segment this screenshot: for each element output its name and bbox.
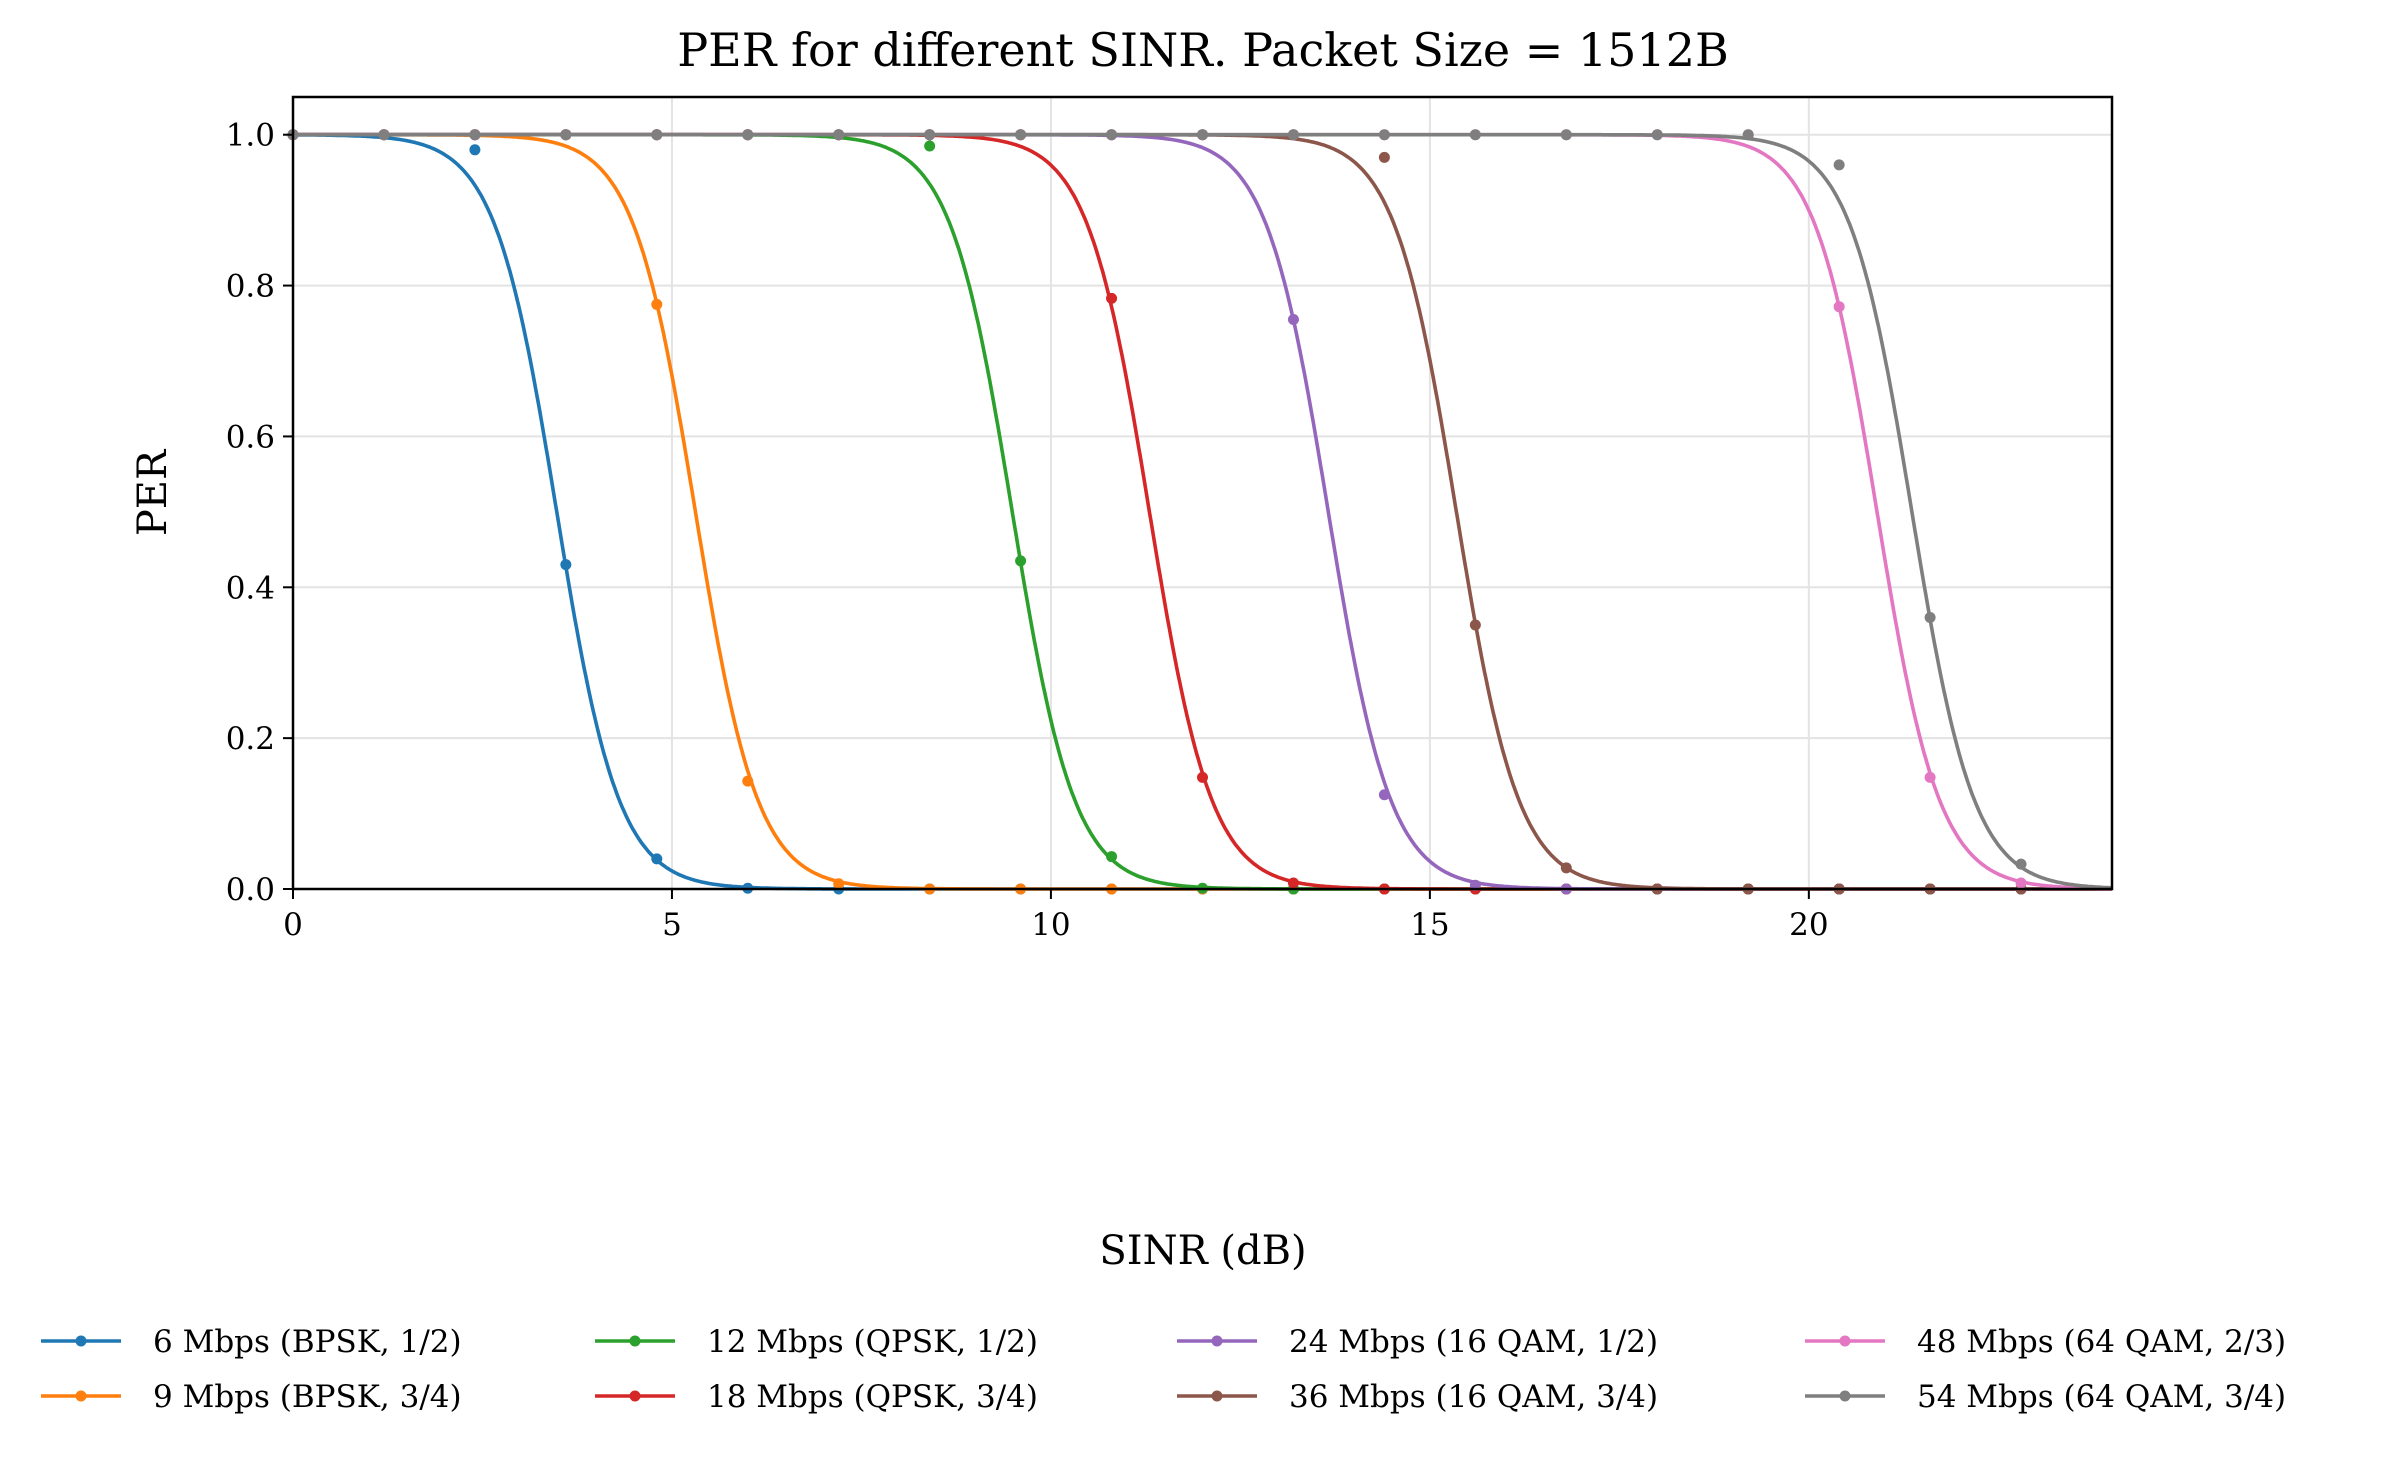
data-point <box>742 129 754 141</box>
legend-marker <box>1839 1335 1851 1347</box>
plot-area <box>287 129 2113 895</box>
legend-entry: 54 Mbps (64 QAM, 3/4) <box>1805 1379 2286 1415</box>
data-point <box>1197 129 1208 141</box>
data-point <box>924 129 936 141</box>
legend-label: 9 Mbps (BPSK, 3/4) <box>153 1379 462 1415</box>
data-point <box>2015 858 2027 870</box>
data-point <box>742 775 754 787</box>
data-point <box>833 878 845 890</box>
x-tick-label: 20 <box>1789 907 1828 943</box>
y-tick-label: 0.0 <box>226 872 275 908</box>
data-point <box>1287 877 1299 889</box>
x-tick-label: 15 <box>1410 907 1449 943</box>
legend-entry: 12 Mbps (QPSK, 1/2) <box>595 1324 1038 1360</box>
data-point <box>1197 771 1208 783</box>
data-point <box>1833 301 1845 313</box>
series-3 <box>287 129 2112 895</box>
legend-entry: 18 Mbps (QPSK, 3/4) <box>595 1379 1038 1415</box>
data-point <box>1560 862 1572 874</box>
legend-marker <box>1211 1335 1223 1347</box>
data-point <box>1106 292 1118 304</box>
data-point <box>1924 611 1936 623</box>
y-tick-label: 0.8 <box>226 269 275 305</box>
legend-label: 54 Mbps (64 QAM, 3/4) <box>1917 1379 2286 1415</box>
data-point <box>560 129 572 141</box>
data-point <box>1378 151 1390 163</box>
data-point <box>469 144 481 156</box>
data-point <box>1560 129 1572 141</box>
data-point <box>1469 129 1481 141</box>
data-point <box>651 853 663 865</box>
data-point <box>1469 619 1481 631</box>
y-axis-label: PER <box>130 448 176 536</box>
data-point <box>560 559 572 571</box>
data-point <box>378 129 390 141</box>
legend-entry: 24 Mbps (16 QAM, 1/2) <box>1177 1324 1658 1360</box>
data-point <box>1833 159 1845 171</box>
data-point <box>1015 555 1027 567</box>
y-tick-label: 0.6 <box>226 419 275 455</box>
legend-label: 48 Mbps (64 QAM, 2/3) <box>1917 1324 2286 1360</box>
legend-entry: 36 Mbps (16 QAM, 3/4) <box>1177 1379 1658 1415</box>
y-tick-label: 0.4 <box>226 570 275 606</box>
legend-label: 36 Mbps (16 QAM, 3/4) <box>1289 1379 1658 1415</box>
chart-title: PER for different SINR. Packet Size = 15… <box>677 23 1729 77</box>
data-point <box>1015 129 1027 141</box>
data-point <box>1924 771 1936 783</box>
data-point <box>1106 129 1118 141</box>
data-point <box>2015 877 2027 889</box>
legend: 6 Mbps (BPSK, 1/2) 9 Mbps (BPSK, 3/4) 12 M… <box>41 1324 2286 1415</box>
data-point <box>924 140 936 152</box>
legend-label: 12 Mbps (QPSK, 1/2) <box>707 1324 1038 1360</box>
y-tick-label: 1.0 <box>226 118 275 154</box>
data-point <box>651 129 663 141</box>
axis-ticks: 0 5 10 15 20 0.0 0.2 0.4 0.6 0.8 1.0 <box>226 118 1829 943</box>
data-point <box>1106 851 1118 863</box>
legend-marker <box>75 1390 87 1402</box>
data-point <box>1651 129 1663 141</box>
data-point <box>1378 789 1390 801</box>
legend-label: 18 Mbps (QPSK, 3/4) <box>707 1379 1038 1415</box>
legend-marker <box>1211 1390 1223 1402</box>
axes-frame <box>291 95 2114 891</box>
x-tick-label: 10 <box>1031 907 1070 943</box>
legend-marker <box>629 1390 641 1402</box>
x-tick-label: 0 <box>283 907 303 943</box>
series-7 <box>287 129 2113 890</box>
legend-marker <box>629 1335 641 1347</box>
legend-entry: 48 Mbps (64 QAM, 2/3) <box>1805 1324 2286 1360</box>
x-axis-label: SINR (dB) <box>1099 1228 1306 1274</box>
legend-marker <box>1839 1390 1851 1402</box>
data-point <box>1742 129 1754 141</box>
data-point <box>1378 129 1390 141</box>
legend-label: 6 Mbps (BPSK, 1/2) <box>153 1324 462 1360</box>
data-point <box>1287 129 1299 141</box>
legend-entry: 9 Mbps (BPSK, 3/4) <box>41 1379 462 1415</box>
legend-marker <box>75 1335 87 1347</box>
legend-entry: 6 Mbps (BPSK, 1/2) <box>41 1324 462 1360</box>
data-point <box>1287 314 1299 326</box>
data-point <box>833 129 845 141</box>
x-tick-label: 5 <box>662 907 682 943</box>
y-tick-label: 0.2 <box>226 721 275 757</box>
data-point <box>469 129 481 141</box>
legend-label: 24 Mbps (16 QAM, 1/2) <box>1289 1324 1658 1360</box>
data-point <box>651 298 663 310</box>
